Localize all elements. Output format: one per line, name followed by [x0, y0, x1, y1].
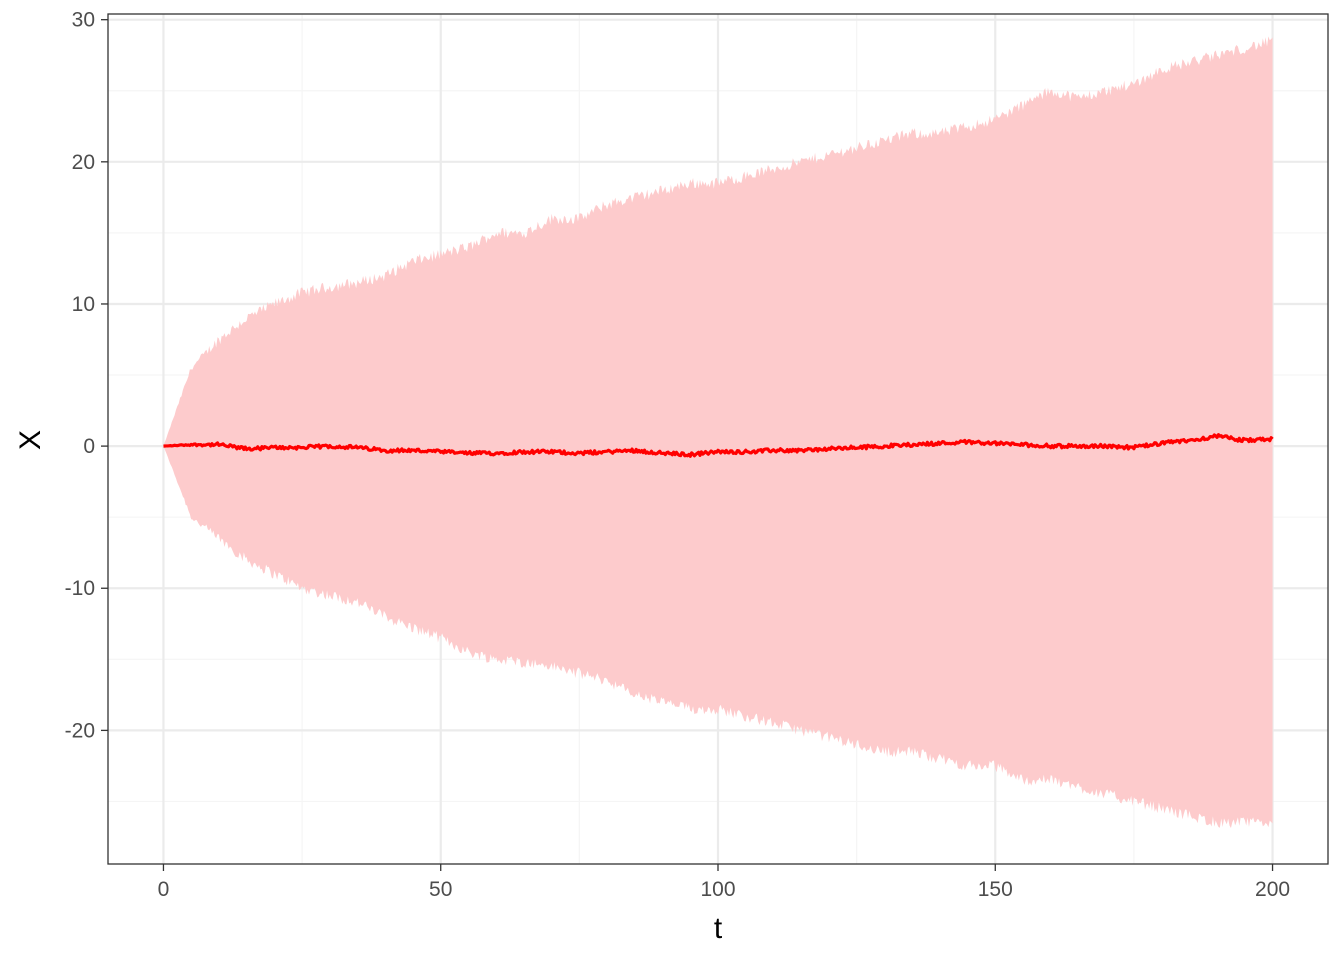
y-tick-label: 10 — [72, 293, 95, 316]
x-axis-title: t — [714, 912, 723, 945]
y-axis-title: X — [14, 430, 47, 450]
y-axis-ticks: -20 -10 0 10 20 30 — [65, 9, 108, 742]
x-tick-label: 200 — [1255, 878, 1290, 901]
x-axis-ticks: 0 50 100 150 200 — [158, 864, 1290, 901]
y-tick-label: -10 — [65, 577, 95, 600]
x-tick-label: 0 — [158, 878, 170, 901]
confidence-band — [163, 36, 1273, 828]
y-tick-label: 20 — [72, 151, 95, 174]
y-tick-label: -20 — [65, 719, 95, 742]
x-tick-label: 100 — [700, 878, 735, 901]
line-layer — [163, 433, 1274, 458]
x-tick-label: 50 — [429, 878, 452, 901]
x-tick-label: 150 — [978, 878, 1013, 901]
y-tick-label: 30 — [72, 9, 95, 32]
y-tick-label: 0 — [83, 435, 95, 458]
mean-line — [163, 433, 1274, 458]
band-layer — [163, 36, 1273, 828]
